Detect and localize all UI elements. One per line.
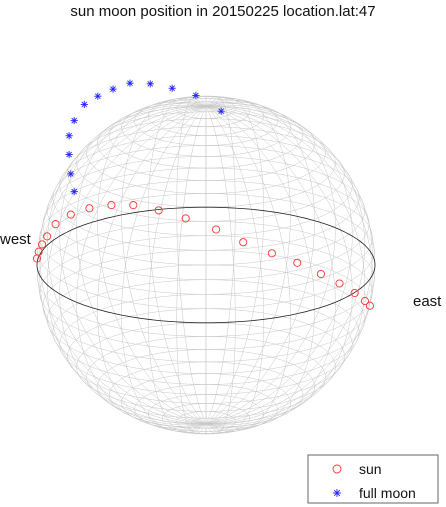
legend-label: sun: [359, 461, 382, 477]
legend: sun full moon: [307, 454, 439, 504]
legend-label: full moon: [359, 485, 416, 501]
moon-point: [217, 107, 225, 115]
moon-point: [126, 79, 134, 87]
sun-point: [85, 204, 94, 213]
sun-point: [51, 220, 60, 229]
moon-point: [109, 85, 117, 93]
sun-point: [34, 247, 43, 256]
moon-point: [80, 100, 88, 109]
sun-point: [316, 269, 325, 279]
moon-point: [65, 150, 73, 159]
sun-point: [129, 201, 138, 210]
moon-point: [67, 170, 75, 178]
legend-box: [307, 454, 439, 504]
sun-point: [107, 201, 116, 210]
moon-point: [94, 92, 102, 100]
moon-point: [70, 117, 78, 125]
moon-point: [168, 84, 176, 92]
sun-point: [293, 258, 302, 267]
west-label: west: [0, 231, 32, 248]
sun-point: [66, 210, 75, 219]
sun-point: [38, 240, 47, 249]
legend-marker-sun: [332, 464, 342, 474]
sun-point: [154, 206, 163, 215]
sun-point: [360, 296, 369, 306]
sun-point: [365, 301, 374, 310]
moon-point: [146, 80, 154, 88]
horizon-line: [36, 206, 376, 324]
chart-marks: [32, 79, 374, 310]
legend-marker-moon: [333, 489, 341, 497]
sun-point: [267, 249, 276, 258]
chart-title: sun moon position in 20150225 location.l…: [70, 3, 375, 20]
moon-point: [192, 91, 200, 100]
sun-point: [350, 288, 359, 298]
moon-point: [65, 132, 73, 140]
sun-point: [43, 232, 52, 241]
sun-point: [335, 279, 344, 288]
moon-point: [70, 188, 78, 196]
sun-point: [181, 214, 190, 223]
horizon-circle: [36, 206, 376, 324]
sun-point: [239, 238, 248, 247]
east-label: east: [413, 293, 442, 310]
sun-point: [212, 225, 221, 234]
